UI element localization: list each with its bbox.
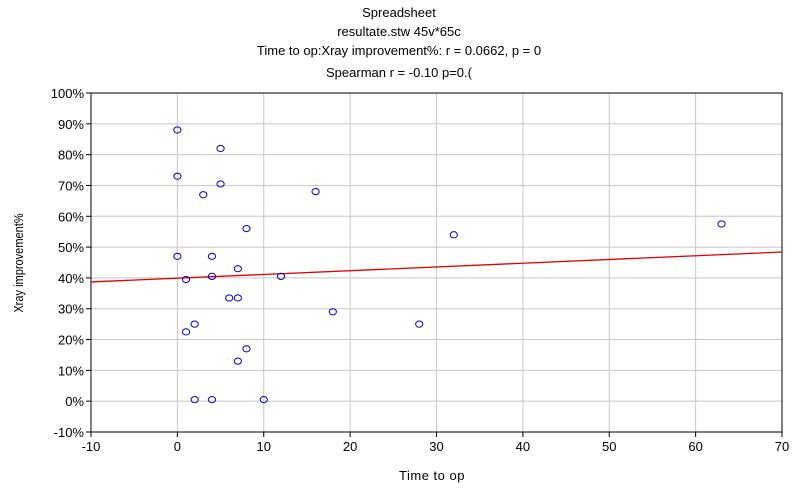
- data-point: [173, 172, 182, 180]
- data-point: [311, 188, 320, 196]
- y-tick-label: 60%: [58, 209, 84, 224]
- regression-line: [90, 251, 783, 283]
- data-point: [207, 272, 217, 280]
- data-point: [233, 357, 242, 365]
- data-point: [173, 252, 182, 260]
- x-axis-ticks: -10 0 10 20 30 40 50 60 70: [82, 432, 789, 454]
- data-point: [233, 265, 242, 273]
- title-line-2: resultate.stw 45v*65c: [337, 24, 461, 39]
- data-point: [328, 308, 337, 316]
- data-point: [259, 396, 268, 404]
- data-point: [207, 396, 217, 404]
- data-point: [181, 275, 191, 284]
- y-tick-label: 0%: [65, 394, 84, 409]
- x-tick-label: 70: [775, 439, 789, 454]
- x-tick-label: 20: [343, 439, 357, 454]
- data-point: [242, 225, 251, 233]
- data-point: [233, 294, 242, 302]
- grid-lines: [91, 93, 782, 432]
- data-point: [199, 191, 208, 199]
- data-point: [190, 320, 199, 328]
- x-tick-label: 10: [257, 439, 271, 454]
- x-axis-label: Time to op: [399, 468, 465, 483]
- data-point: [717, 220, 726, 228]
- title-line-3: Time to op:Xray improvement%: r = 0.0662…: [257, 43, 541, 58]
- data-point: [449, 231, 458, 239]
- y-tick-label: 50%: [58, 240, 84, 255]
- data-point: [415, 320, 424, 328]
- data-point: [190, 396, 199, 404]
- title-line-4: Spearman r = -0.10 p=0.(: [326, 65, 473, 80]
- data-point: [216, 144, 225, 153]
- y-tick-label: 80%: [58, 148, 84, 163]
- y-tick-label: 100%: [51, 86, 85, 101]
- y-tick-label: -10%: [54, 425, 85, 440]
- y-axis-ticks: -10% 0% 10% 20% 30% 40% 50% 60% 70% 80% 90% 100%: [51, 86, 91, 440]
- x-tick-label: -10: [82, 439, 101, 454]
- y-tick-label: 70%: [58, 178, 84, 193]
- y-axis-label: Xray improvement%: [11, 213, 26, 313]
- data-point: [181, 328, 191, 336]
- data-point: [173, 126, 182, 134]
- x-tick-label: 0: [174, 439, 181, 454]
- data-point: [225, 294, 234, 302]
- data-point: [276, 272, 286, 280]
- y-tick-label: 10%: [58, 363, 84, 378]
- x-tick-label: 40: [516, 439, 530, 454]
- x-tick-label: 50: [602, 439, 616, 454]
- y-tick-label: 20%: [58, 333, 84, 348]
- y-tick-label: 40%: [58, 271, 84, 286]
- y-tick-label: 30%: [58, 302, 84, 317]
- data-point: [207, 252, 217, 260]
- data-points: [173, 126, 726, 404]
- data-point: [242, 345, 251, 353]
- data-point: [216, 180, 225, 188]
- x-tick-label: 30: [429, 439, 443, 454]
- y-tick-label: 90%: [58, 117, 84, 132]
- title-line-1: Spreadsheet: [362, 5, 436, 20]
- x-tick-label: 60: [688, 439, 702, 454]
- chart-title: Spreadsheet resultate.stw 45v*65c Time to …: [257, 5, 541, 80]
